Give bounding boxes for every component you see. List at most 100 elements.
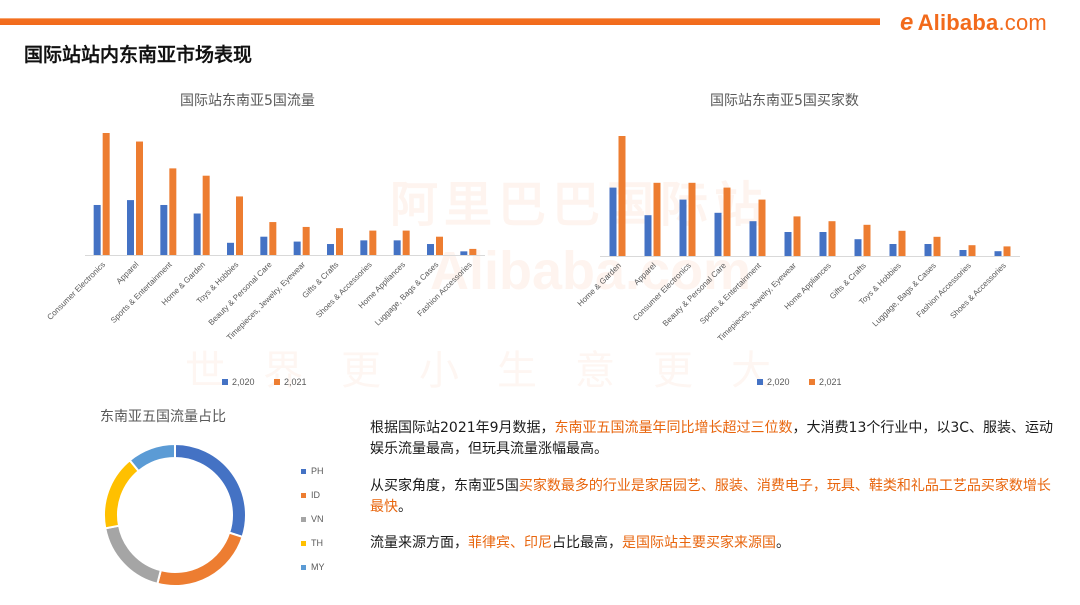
alibaba-logo-name: Alibaba (917, 10, 999, 35)
share-chart-title: 东南亚五国流量占比 (100, 409, 226, 425)
traffic-chart-bar-gifts-crafts-2021 (336, 228, 343, 255)
buyers-chart-bar-gifts-crafts-2021 (863, 224, 871, 256)
watermark-slogan: 世界更小生意更大 (185, 348, 809, 394)
traffic-chart-bar-sports-entertainment-2020 (160, 204, 168, 255)
buyers-chart-tick-home-garden: Home & Garden (576, 261, 623, 308)
traffic-chart-bar-beauty-personal-care-2021 (269, 222, 277, 255)
traffic-chart-tick-apparel: Apparel (115, 260, 141, 286)
traffic-chart-legend-label-0: 2,020 (232, 377, 255, 387)
traffic-chart-bar-home-garden-2020 (193, 213, 201, 255)
traffic-chart-bar-home-appliances-2021 (402, 230, 410, 255)
buyers-chart-bar-beauty-personal-care-2020 (714, 212, 722, 256)
traffic-chart-bar-timepieces-jewelry-eyewear-2020 (293, 241, 301, 255)
buyers-chart-bar-toys-hobbies-2020 (889, 244, 897, 256)
traffic-chart-bar-gifts-crafts-2020 (327, 244, 334, 255)
share-legend-label-vn: VN (311, 514, 324, 524)
buyers-chart-bar-sports-entertainment-2020 (749, 221, 757, 256)
paragraph-traffic-highlight: 东南亚五国流量年同比增长超过三位数 (554, 420, 793, 436)
share-legend-swatch-ph (301, 469, 306, 474)
traffic-chart-bar-fashion-accessories-2020 (460, 251, 468, 255)
traffic-chart-legend-label-1: 2,021 (284, 377, 307, 387)
traffic-chart-bar-timepieces-jewelry-eyewear-2021 (302, 226, 310, 255)
traffic-chart-tick-luggage-bags-cases: Luggage, Bags & Cases (373, 260, 440, 327)
buyers-chart-legend-swatch-1 (809, 379, 815, 385)
traffic-chart-bar-fashion-accessories-2021 (469, 248, 477, 255)
paragraph-traffic-seg: ，大消费13个行业中，以3C、服装、运动娱乐流量最高，但玩具流量涨幅最高。 (370, 420, 1054, 457)
paragraph-sources-seg: 流量来源方面， (370, 535, 468, 551)
buyers-chart-bar-consumer-electronics-2021 (688, 182, 696, 256)
paragraph-buyers-seg: 从买家角度，东南亚5国 (370, 478, 519, 494)
buyers-chart-tick-consumer-electronics: Consumer Electronics (631, 261, 693, 323)
buyers-chart-bar-sports-entertainment-2021 (758, 199, 766, 256)
traffic-chart-tick-sports-entertainment: Sports & Entertainment (109, 260, 174, 325)
share-slice-vn (104, 524, 163, 585)
share-legend-swatch-vn (301, 517, 306, 522)
traffic-chart-bar-home-garden-2021 (202, 175, 210, 255)
traffic-chart-bar-beauty-personal-care-2020 (260, 236, 268, 255)
traffic-chart-bar-shoes-accessories-2020 (360, 240, 368, 255)
paragraph-traffic: 根据国际站2021年9月数据，东南亚五国流量年同比增长超过三位数，大消费13个行… (370, 418, 1060, 460)
traffic-chart-bar-consumer-electronics-2021 (102, 133, 110, 255)
watermark-cn: 阿里巴巴国际站 (390, 177, 769, 233)
share-legend-label-id: ID (311, 490, 321, 500)
buyers-chart-legend-swatch-0 (757, 379, 763, 385)
buyers-chart-bar-timepieces-jewelry-eyewear-2021 (793, 216, 801, 256)
traffic-chart-bar-home-appliances-2020 (393, 240, 401, 255)
buyers-chart-bar-toys-hobbies-2021 (898, 230, 906, 256)
paragraph-buyers-seg: 。 (398, 499, 412, 515)
traffic-chart-bar-consumer-electronics-2020 (93, 204, 101, 255)
alibaba-logo-domain: .com (998, 10, 1047, 35)
buyers-chart-legend-label-0: 2,020 (767, 377, 790, 387)
traffic-chart-bar-toys-hobbies-2021 (236, 196, 243, 255)
watermark-en: Alibaba.com (430, 241, 752, 301)
share-slice-th (103, 458, 141, 530)
share-legend-label-my: MY (311, 562, 325, 572)
buyers-chart-bar-apparel-2020 (644, 215, 652, 256)
share-legend-swatch-my (301, 565, 306, 570)
traffic-chart-legend-swatch-0 (222, 379, 228, 385)
buyers-chart-tick-beauty-personal-care: Beauty & Personal Care (661, 261, 728, 328)
buyers-chart-legend-label-1: 2,021 (819, 377, 842, 387)
buyers-chart-bar-timepieces-jewelry-eyewear-2020 (784, 232, 792, 256)
traffic-chart-bar-apparel-2021 (136, 141, 143, 255)
buyers-chart-bar-gifts-crafts-2020 (854, 239, 862, 256)
share-slice-ph (174, 442, 247, 539)
header-accent-bar (0, 18, 880, 25)
paragraph-traffic-seg: 根据国际站2021年9月数据， (370, 420, 555, 436)
paragraph-buyers-highlight: 买家数最多的行业是家居园艺、服装、消费电子，玩具、鞋类和礼品工艺品买家数增长最快 (370, 478, 1051, 515)
share-legend-label-ph: PH (311, 466, 324, 476)
share-legend-swatch-id (301, 493, 306, 498)
paragraph-sources-seg: 。 (776, 535, 790, 551)
buyers-chart-bar-home-appliances-2020 (819, 232, 827, 256)
traffic-chart-title: 国际站东南亚5国流量 (180, 93, 315, 109)
buyers-chart-bar-home-garden-2021 (618, 136, 626, 256)
page-title: 国际站站内东南亚市场表现 (24, 44, 253, 66)
traffic-chart-tick-shoes-accessories: Shoes & Accessories (314, 260, 374, 320)
buyers-chart-bar-shoes-accessories-2021 (1003, 246, 1011, 256)
traffic-chart-legend-swatch-1 (274, 379, 280, 385)
traffic-chart-bar-sports-entertainment-2021 (169, 168, 177, 255)
traffic-chart-bar-shoes-accessories-2021 (369, 230, 377, 255)
traffic-chart-bar-apparel-2020 (127, 200, 134, 255)
traffic-chart-bar-luggage-bags-cases-2020 (427, 244, 434, 255)
buyers-chart-title: 国际站东南亚5国买家数 (710, 93, 859, 109)
buyers-chart-tick-sports-entertainment: Sports & Entertainment (698, 261, 763, 326)
paragraph-buyers: 从买家角度，东南亚5国买家数最多的行业是家居园艺、服装、消费电子，玩具、鞋类和礼… (370, 476, 1060, 518)
buyers-chart-bar-beauty-personal-care-2021 (723, 187, 731, 256)
buyers-chart-bar-luggage-bags-cases-2020 (924, 244, 932, 256)
buyers-chart-bar-home-appliances-2021 (828, 221, 836, 256)
traffic-chart-bar-toys-hobbies-2020 (227, 242, 234, 255)
paragraph-sources-highlight: 菲律宾、印尼 (468, 535, 552, 551)
traffic-chart-tick-beauty-personal-care: Beauty & Personal Care (207, 260, 274, 327)
buyers-chart-tick-apparel: Apparel (632, 261, 658, 287)
traffic-chart-tick-consumer-electronics: Consumer Electronics (45, 260, 107, 322)
alibaba-logo: e Alibaba .com (900, 8, 1047, 38)
paragraph-sources-seg: 占比最高， (552, 535, 622, 551)
paragraph-sources: 流量来源方面，菲律宾、印尼占比最高，是国际站主要买家来源国。 (370, 533, 1060, 554)
share-legend-label-th: TH (311, 538, 323, 548)
share-legend-swatch-th (301, 541, 306, 546)
share-slice-id (156, 531, 244, 587)
buyers-chart-tick-luggage-bags-cases: Luggage, Bags & Cases (871, 261, 938, 328)
buyers-chart-bar-apparel-2021 (653, 182, 661, 256)
